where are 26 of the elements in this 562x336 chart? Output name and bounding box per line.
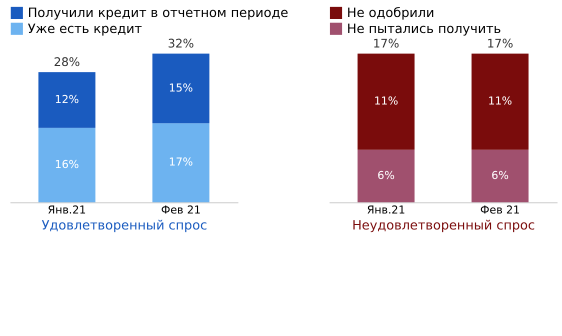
total-label: 17% <box>372 36 400 51</box>
x-tick-label: Янв.21 <box>366 204 406 217</box>
legend-label: Не пытались получить <box>346 22 502 37</box>
legend-label: Получили кредит в отчетном периоде <box>28 6 288 21</box>
x-tick-label: Фев 21 <box>480 204 520 217</box>
data-label: 11% <box>488 94 512 108</box>
data-label: 6% <box>377 168 395 182</box>
data-label: 17% <box>168 156 193 169</box>
bar <box>152 123 210 202</box>
bar <box>38 128 96 202</box>
total-label: 32% <box>168 36 194 51</box>
bar <box>152 54 210 124</box>
x-tick-label: Янв.21 <box>48 204 86 217</box>
legend-label: Уже есть кредит <box>28 22 143 37</box>
data-label: 6% <box>491 168 509 182</box>
total-label: 28% <box>54 55 80 70</box>
data-label: 15% <box>168 81 193 94</box>
bar <box>38 72 96 128</box>
data-label: 12% <box>54 93 80 106</box>
x-tick-label: Фев 21 <box>160 204 201 217</box>
x-axis-title: Удовлетворенный спрос <box>42 218 208 234</box>
data-label: 16% <box>54 158 80 172</box>
total-label: 17% <box>486 36 514 51</box>
x-axis-title: Неудовлетворенный спрос <box>352 218 535 234</box>
legend-label: Не одобрили <box>346 6 434 21</box>
data-label: 11% <box>374 94 398 108</box>
